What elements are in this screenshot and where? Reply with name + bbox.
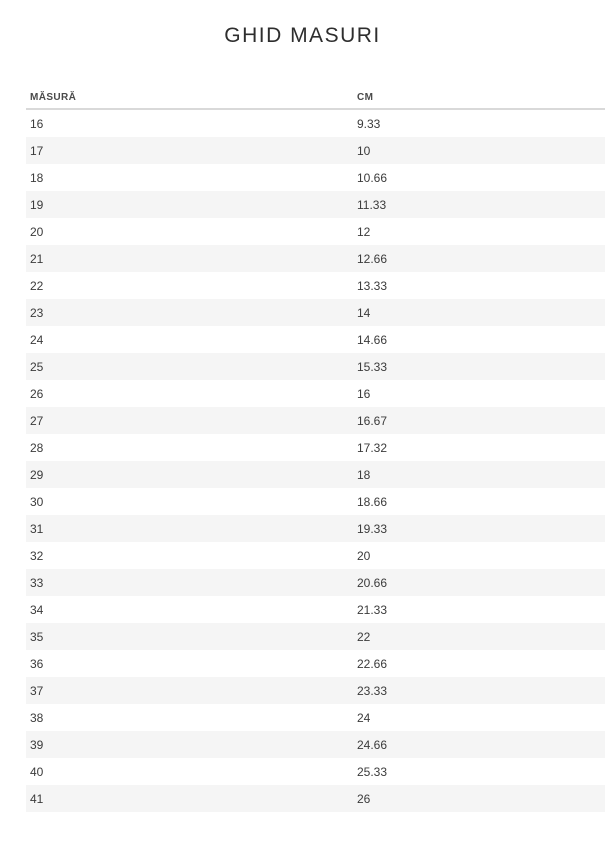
size-cell: 26 [30,386,44,401]
size-cell: 18 [30,170,44,185]
table-row: 23 14 [26,299,605,326]
size-cell: 41 [30,791,44,806]
size-guide-page: GHID MASURI MĂSURĂ CM 16 9.33 17 10 18 10.66 1… [0,24,605,812]
size-cell: 24 [30,332,44,347]
size-cell: 21 [30,251,44,266]
size-cell: 35 [30,629,44,644]
cm-cell: 19.33 [357,521,388,536]
size-cell: 33 [30,575,44,590]
cm-cell: 10 [357,143,371,158]
cm-cell: 20.66 [357,575,388,590]
size-cell: 39 [30,737,44,752]
column-header-masura: MĂSURĂ [26,92,353,110]
table-row: 17 10 [26,137,605,164]
cm-cell: 24 [357,710,371,725]
table-row: 25 15.33 [26,353,605,380]
cm-cell: 18.66 [357,494,388,509]
table-row: 27 16.67 [26,407,605,434]
size-cell: 17 [30,143,44,158]
cm-cell: 13.33 [357,278,388,293]
cm-cell: 21.33 [357,602,388,617]
cm-cell: 11.33 [357,197,387,212]
size-cell: 28 [30,440,44,455]
size-cell: 22 [30,278,44,293]
cm-cell: 20 [357,548,371,563]
cm-cell: 25.33 [357,764,388,779]
table-row: 16 9.33 [26,109,605,137]
table-header: MĂSURĂ CM [26,92,605,110]
table-row: 22 13.33 [26,272,605,299]
cm-cell: 24.66 [357,737,388,752]
table-row: 40 25.33 [26,758,605,785]
table-row: 34 21.33 [26,596,605,623]
size-cell: 32 [30,548,44,563]
cm-cell: 10.66 [357,170,388,185]
table-row: 33 20.66 [26,569,605,596]
table-row: 41 26 [26,785,605,812]
cm-cell: 16.67 [357,413,388,428]
size-cell: 31 [30,521,44,536]
size-cell: 27 [30,413,44,428]
column-header-cm: CM [353,92,605,110]
table-row: 38 24 [26,704,605,731]
table-row: 36 22.66 [26,650,605,677]
size-cell: 20 [30,224,44,239]
cm-cell: 18 [357,467,371,482]
table-row: 21 12.66 [26,245,605,272]
table-body: 16 9.33 17 10 18 10.66 19 11.33 20 12 21 12.66 22 13.… [26,109,605,812]
table-row: 31 19.33 [26,515,605,542]
cm-cell: 26 [357,791,371,806]
size-cell: 36 [30,656,44,671]
table-row: 32 20 [26,542,605,569]
table-row: 35 22 [26,623,605,650]
cm-cell: 22 [357,629,371,644]
table-row: 29 18 [26,461,605,488]
table-row: 37 23.33 [26,677,605,704]
page-title: GHID MASURI [224,24,381,47]
table-row: 39 24.66 [26,731,605,758]
table-header-row: MĂSURĂ CM [26,92,605,110]
size-cell: 40 [30,764,44,779]
table-row: 18 10.66 [26,164,605,191]
size-cell: 38 [30,710,44,725]
cm-cell: 16 [357,386,371,401]
size-cell: 34 [30,602,44,617]
table-row: 20 12 [26,218,605,245]
table-row: 19 11.33 [26,191,605,218]
size-cell: 37 [30,683,44,698]
cm-cell: 22.66 [357,656,388,671]
table-row: 24 14.66 [26,326,605,353]
table-row: 26 16 [26,380,605,407]
cm-cell: 14 [357,305,371,320]
cm-cell: 12.66 [357,251,388,266]
size-cell: 16 [30,116,44,131]
cm-cell: 9.33 [357,116,381,131]
cm-cell: 14.66 [357,332,388,347]
size-cell: 23 [30,305,44,320]
table-row: 30 18.66 [26,488,605,515]
cm-cell: 12 [357,224,371,239]
cm-cell: 15.33 [357,359,388,374]
size-cell: 25 [30,359,44,374]
size-cell: 19 [30,197,44,212]
size-cell: 30 [30,494,44,509]
cm-cell: 23.33 [357,683,388,698]
size-guide-table: MĂSURĂ CM 16 9.33 17 10 18 10.66 19 11.33 20 12 21… [26,92,605,812]
cm-cell: 17.32 [357,440,388,455]
size-cell: 29 [30,467,44,482]
table-row: 28 17.32 [26,434,605,461]
